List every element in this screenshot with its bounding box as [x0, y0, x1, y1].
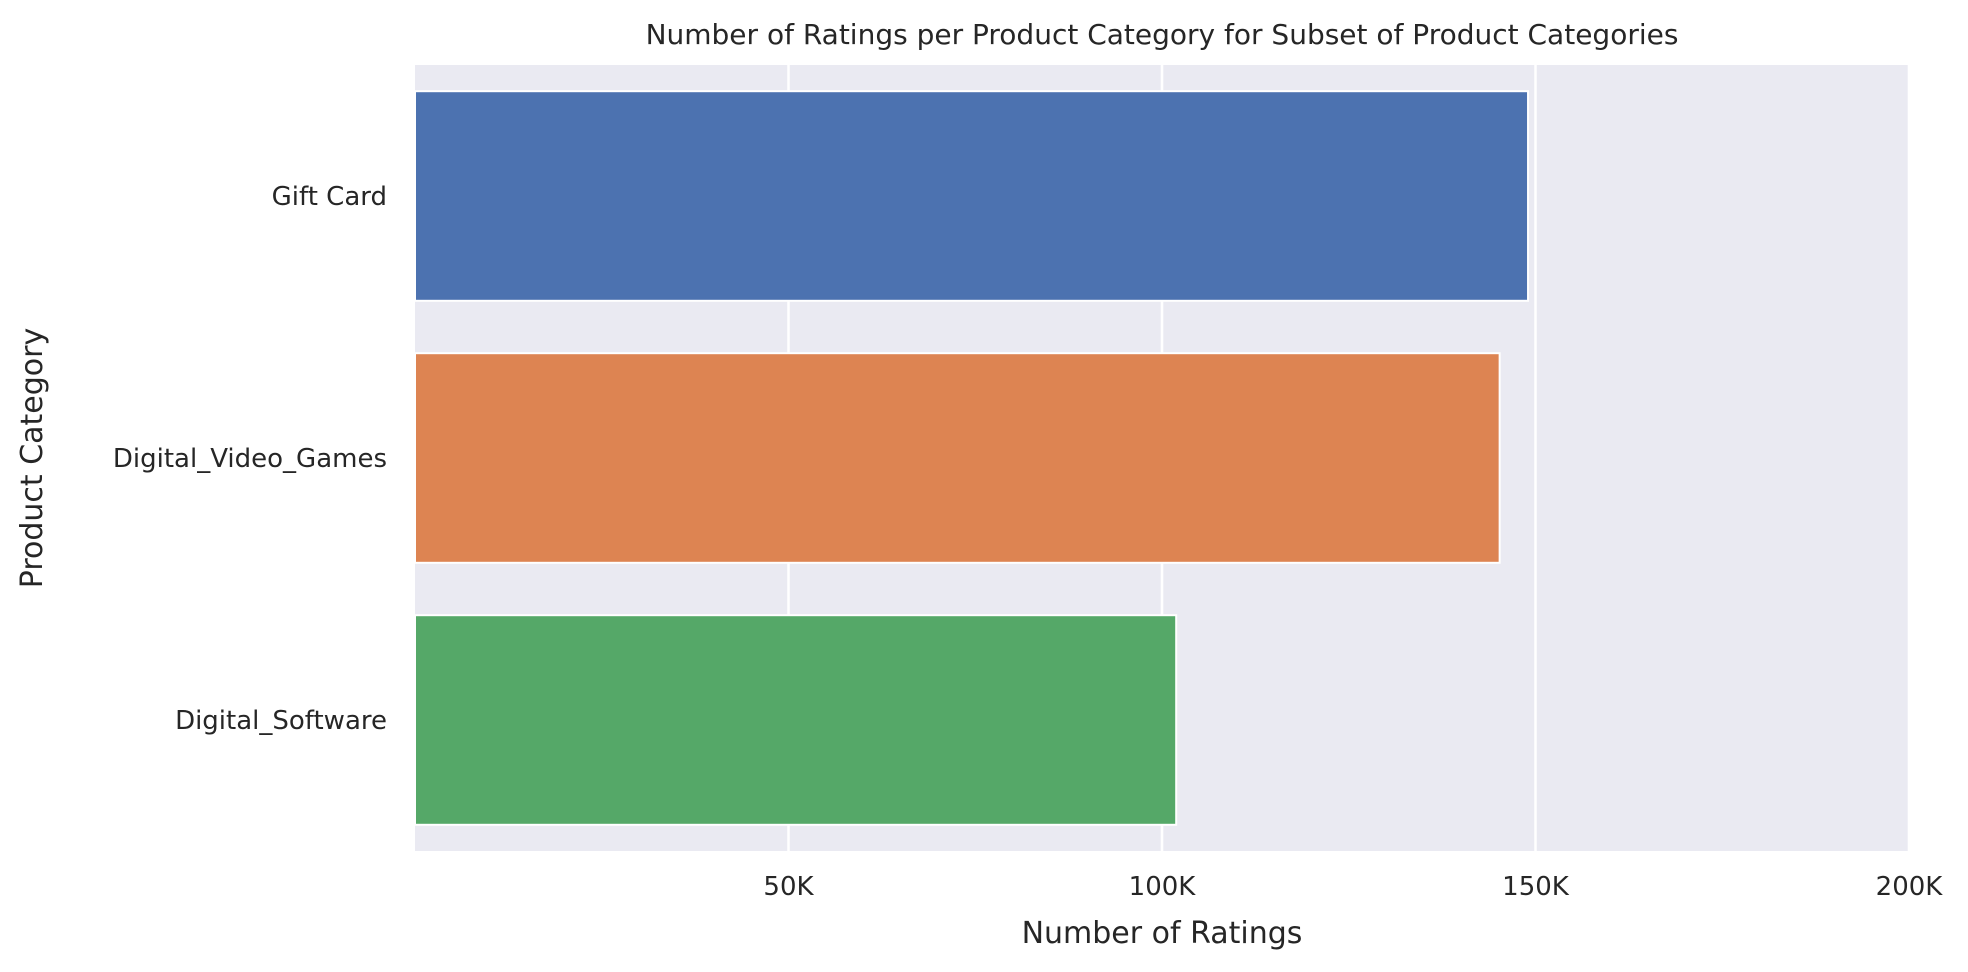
x-tick-label-3: 200K — [1876, 872, 1944, 902]
x-tick-label-0: 50K — [763, 872, 814, 902]
chart-title: Number of Ratings per Product Category f… — [646, 18, 1679, 51]
y-tick-label-0: Gift Card — [272, 182, 387, 212]
bar-2 — [414, 614, 1178, 826]
y-tick-labels: Gift Card Digital_Video_Games Digital_Soft… — [113, 182, 387, 736]
y-tick-label-2: Digital_Software — [175, 706, 387, 736]
bar-0 — [414, 90, 1530, 302]
y-tick-label-1: Digital_Video_Games — [113, 444, 387, 474]
bar-1 — [414, 352, 1501, 564]
bars — [414, 90, 1530, 826]
y-axis-label: Product Category — [15, 328, 50, 588]
x-tick-labels: 50K 100K 150K 200K — [763, 872, 1943, 902]
x-tick-label-2: 150K — [1502, 872, 1570, 902]
x-axis-label: Number of Ratings — [1022, 916, 1303, 951]
x-tick-label-1: 100K — [1129, 872, 1197, 902]
